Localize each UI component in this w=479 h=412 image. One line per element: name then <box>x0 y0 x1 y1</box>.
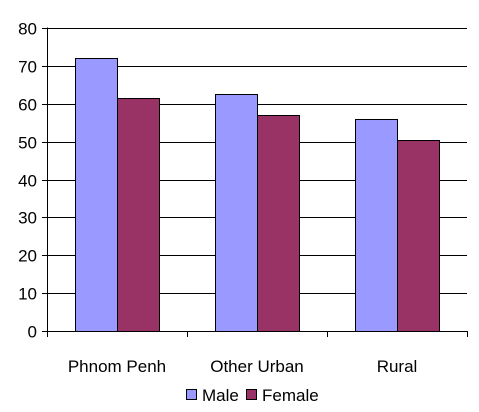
y-tick-label: 30 <box>18 209 37 228</box>
y-tick-label: 20 <box>18 247 37 266</box>
x-category-labels: Phnom Penh Other Urban Rural <box>68 357 417 376</box>
y-tick-label: 50 <box>18 134 37 153</box>
bar-female-0 <box>117 98 160 332</box>
x-category-label: Other Urban <box>210 357 304 376</box>
legend: Male Female <box>186 386 319 405</box>
legend-swatch-female <box>246 389 257 400</box>
y-tick-labels: 0 10 20 30 40 50 60 70 80 <box>18 20 37 342</box>
bar-male-1 <box>215 94 258 332</box>
bars <box>75 58 440 332</box>
bar-male-2 <box>355 119 398 332</box>
legend-label-male: Male <box>202 386 239 405</box>
bar-male-0 <box>75 58 118 332</box>
legend-swatch-male <box>186 389 197 400</box>
y-tick-label: 0 <box>28 323 37 342</box>
y-tick-label: 80 <box>18 20 37 39</box>
y-tick-label: 10 <box>18 285 37 304</box>
y-tick-label: 60 <box>18 96 37 115</box>
x-category-label: Rural <box>377 357 418 376</box>
x-category-label: Phnom Penh <box>68 357 166 376</box>
legend-label-female: Female <box>262 386 319 405</box>
y-tick-label: 40 <box>18 172 37 191</box>
bar-female-2 <box>397 140 440 332</box>
bar-female-1 <box>257 115 300 332</box>
y-tick-label: 70 <box>18 58 37 77</box>
axes <box>42 27 468 337</box>
